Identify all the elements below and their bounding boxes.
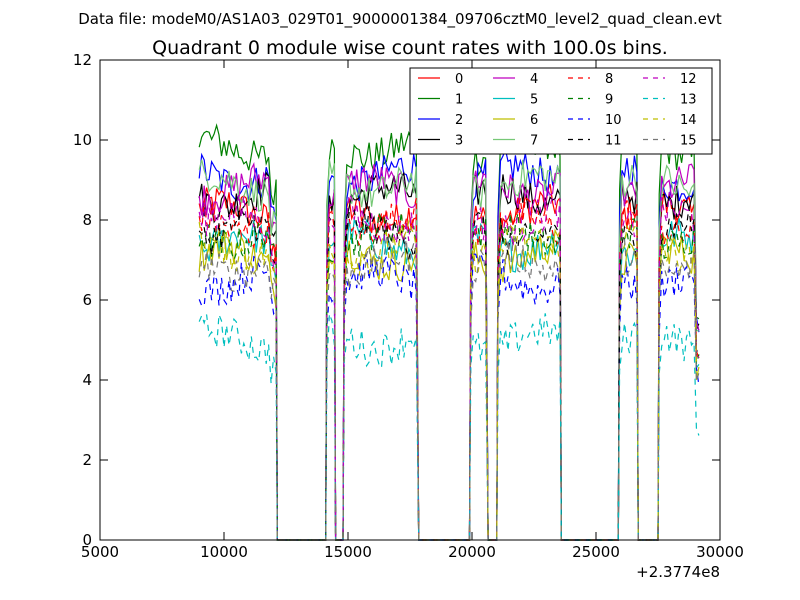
legend-label-10: 10: [605, 113, 622, 128]
legend-label-13: 13: [680, 93, 697, 108]
x-tick-label: 30000: [696, 543, 744, 561]
y-tick-label: 6: [82, 291, 92, 309]
legend-label-12: 12: [680, 72, 697, 87]
x-tick-label: 20000: [448, 543, 496, 561]
x-tick-label: 25000: [572, 543, 620, 561]
legend-label-3: 3: [455, 134, 463, 149]
legend-box: [409, 67, 713, 155]
series-line-15: [198, 235, 700, 541]
axes-layer: 5000 10000 15000 20000 25000 30000024681012+2…: [73, 51, 744, 581]
y-tick-label: 4: [82, 371, 92, 389]
y-tick-label: 0: [82, 531, 92, 549]
series-line-11: [198, 206, 700, 541]
series-line-12: [198, 191, 700, 541]
series-layer: [198, 122, 700, 541]
x-tick-label: 10000: [200, 543, 248, 561]
legend-label-7: 7: [530, 134, 538, 149]
legend-label-8: 8: [605, 72, 613, 87]
series-line-14: [198, 219, 700, 541]
series-line-13: [198, 313, 700, 541]
chart-suptitle: Data file: modeM0/AS1A03_029T01_90000013…: [78, 10, 722, 29]
x-offset-label: +2.3774e8: [636, 563, 720, 581]
legend-label-0: 0: [455, 72, 463, 87]
series-line-7: [198, 159, 700, 541]
series-line-6: [198, 228, 700, 541]
x-tick-label: 5000: [81, 543, 119, 561]
series-line-3: [198, 171, 700, 541]
series-line-10: [198, 250, 700, 541]
y-tick-label: 10: [73, 131, 92, 149]
x-tick-label: 15000: [324, 543, 372, 561]
legend-label-1: 1: [455, 93, 463, 108]
series-line-5: [198, 217, 700, 541]
legend-label-6: 6: [530, 113, 538, 128]
y-tick-label: 2: [82, 451, 92, 469]
legend-label-11: 11: [605, 134, 622, 149]
legend-label-15: 15: [680, 134, 697, 149]
chart-title: Quadrant 0 module wise count rates with …: [152, 37, 668, 59]
legend-label-5: 5: [530, 93, 538, 108]
legend-label-9: 9: [605, 93, 613, 108]
y-tick-label: 8: [82, 211, 92, 229]
legend-label-2: 2: [455, 113, 463, 128]
legend-label-14: 14: [680, 113, 697, 128]
y-tick-label: 12: [73, 51, 92, 69]
legend-label-4: 4: [530, 72, 538, 87]
